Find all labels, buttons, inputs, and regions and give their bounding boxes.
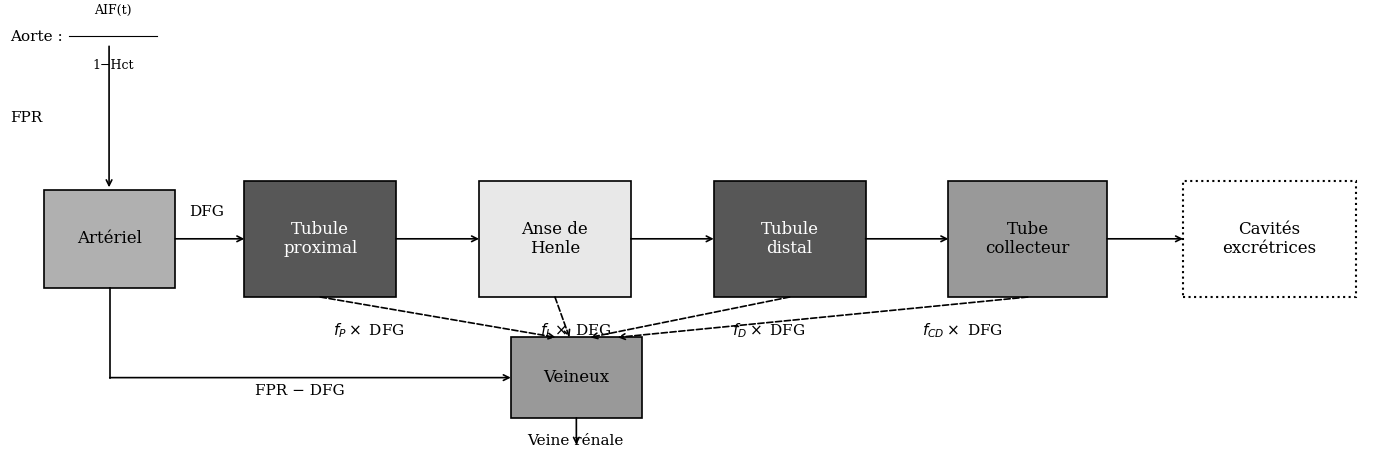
Text: AIF(t): AIF(t) <box>94 4 132 17</box>
FancyBboxPatch shape <box>480 181 631 297</box>
Text: FPR − DFG: FPR − DFG <box>255 384 345 398</box>
FancyBboxPatch shape <box>44 189 176 288</box>
FancyBboxPatch shape <box>1184 181 1356 297</box>
Text: Tubule
distal: Tubule distal <box>761 220 819 257</box>
Text: Tube
collecteur: Tube collecteur <box>985 220 1070 257</box>
FancyBboxPatch shape <box>244 181 396 297</box>
Text: $f_L \times$ DFG: $f_L \times$ DFG <box>541 321 611 340</box>
Text: $f_{CD} \times$ DFG: $f_{CD} \times$ DFG <box>922 321 1002 340</box>
Text: $f_D \times$ DFG: $f_D \times$ DFG <box>732 321 805 340</box>
Text: Veine rénale: Veine rénale <box>528 434 624 448</box>
Text: Anse de
Henle: Anse de Henle <box>521 220 588 257</box>
Text: DFG: DFG <box>190 205 225 219</box>
Text: Artériel: Artériel <box>78 230 143 247</box>
FancyBboxPatch shape <box>511 337 642 418</box>
FancyBboxPatch shape <box>714 181 865 297</box>
Text: Tubule
proximal: Tubule proximal <box>283 220 358 257</box>
Text: 1−Hct: 1−Hct <box>93 59 134 72</box>
Text: FPR: FPR <box>10 111 42 125</box>
Text: Aorte :: Aorte : <box>10 30 62 44</box>
Text: $f_P \times$ DFG: $f_P \times$ DFG <box>333 321 405 340</box>
Text: Cavités
excrétrices: Cavités excrétrices <box>1222 220 1317 257</box>
FancyBboxPatch shape <box>948 181 1107 297</box>
Text: Veineux: Veineux <box>543 369 610 386</box>
